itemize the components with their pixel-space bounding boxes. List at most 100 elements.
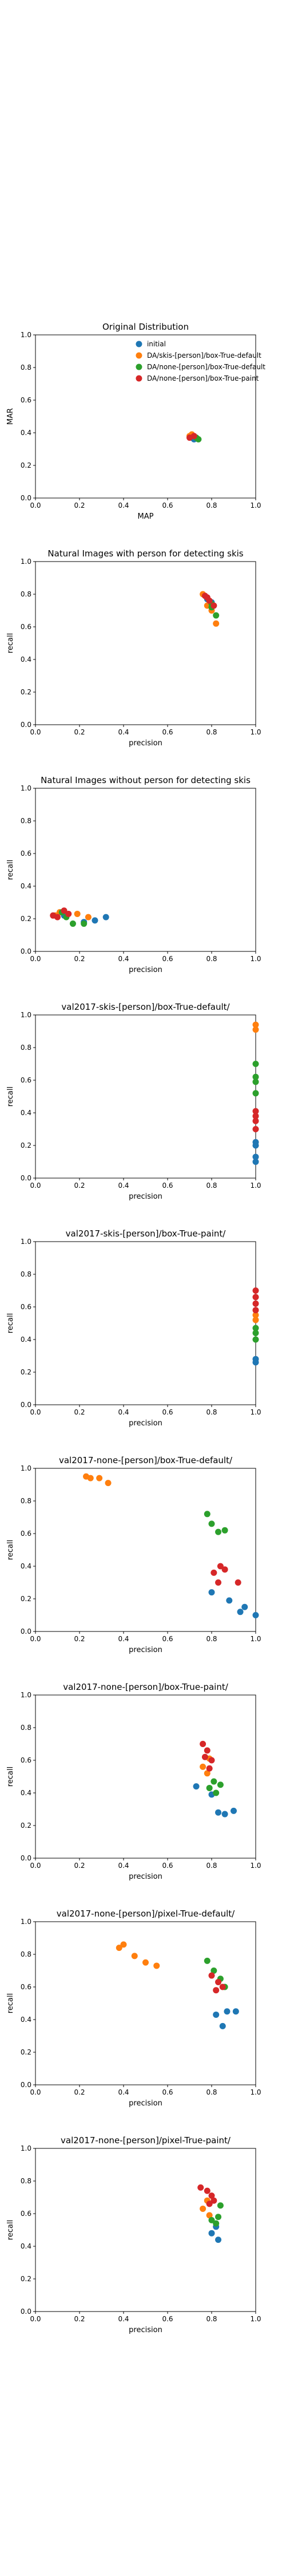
axes-frame (35, 1694, 256, 1859)
data-point (237, 1609, 244, 1615)
x-tick-label: 0.8 (206, 1182, 217, 1190)
data-point (252, 1090, 259, 1097)
chart-title: val2017-none-[person]/box-True-paint/ (63, 1682, 229, 1692)
data-point (219, 2022, 226, 2029)
y-tick-label: 1.0 (21, 331, 31, 339)
x-tick-label: 0.8 (206, 501, 217, 509)
data-point (213, 620, 220, 627)
y-tick-label: 0.0 (21, 1401, 31, 1409)
legend-entry: DA/none-[person]/box-True-paint (147, 374, 259, 382)
data-point (208, 1589, 215, 1596)
y-tick-label: 0.2 (21, 915, 31, 923)
y-tick-label: 1.0 (21, 1464, 31, 1472)
y-tick-label: 0.0 (21, 494, 31, 502)
chart-3: val2017-skis-[person]/box-True-default/0… (6, 1002, 261, 1201)
x-tick-label: 1.0 (250, 955, 261, 963)
x-tick-label: 0.6 (162, 728, 173, 736)
y-axis-label: recall (6, 1540, 15, 1560)
x-tick-label: 0.8 (206, 2088, 217, 2096)
data-point (74, 910, 81, 917)
x-tick-label: 0.8 (206, 1408, 217, 1416)
data-point (210, 1967, 217, 1974)
x-tick-label: 0.2 (74, 2315, 85, 2323)
data-point (206, 1765, 213, 1772)
data-point (252, 1139, 259, 1145)
x-tick-label: 1.0 (250, 1408, 261, 1416)
y-axis-label: recall (6, 1086, 15, 1107)
y-tick-label: 0.8 (21, 1270, 31, 1278)
x-axis-label: precision (129, 2326, 162, 2334)
data-point (252, 1026, 259, 1033)
data-point (200, 1763, 206, 1770)
x-tick-label: 0.2 (74, 955, 85, 963)
y-axis-label: recall (6, 2220, 15, 2240)
x-tick-label: 1.0 (250, 501, 261, 509)
x-tick-label: 0.2 (74, 728, 85, 736)
chart-title: Natural Images with person for detecting… (47, 548, 243, 559)
x-tick-label: 0.0 (30, 1862, 41, 1870)
y-tick-label: 0.8 (21, 817, 31, 825)
chart-1: Natural Images with person for detecting… (6, 548, 261, 748)
data-point (252, 1287, 259, 1294)
y-tick-label: 1.0 (21, 1918, 31, 1926)
y-tick-label: 0.8 (21, 364, 31, 372)
y-tick-label: 0.0 (21, 2081, 31, 2089)
data-point (213, 612, 220, 619)
data-point (235, 1579, 241, 1586)
chart-2: Natural Images without person for detect… (6, 775, 261, 974)
data-point (201, 1753, 208, 1760)
chart-6: val2017-none-[person]/box-True-paint/0.0… (6, 1682, 261, 1881)
y-tick-label: 0.0 (21, 947, 31, 955)
chart-7: val2017-none-[person]/pixel-True-default… (6, 1909, 261, 2108)
y-axis-label: recall (6, 1313, 15, 1333)
y-tick-label: 0.6 (21, 396, 31, 404)
data-point (252, 1073, 259, 1080)
data-point (102, 914, 109, 920)
y-tick-label: 1.0 (21, 1238, 31, 1246)
data-point (221, 1527, 228, 1534)
data-point (215, 1528, 222, 1535)
chart-title: Original Distribution (102, 322, 189, 332)
data-point (217, 1563, 224, 1570)
data-point (120, 1941, 127, 1948)
data-point (215, 1978, 222, 1985)
axes-frame (35, 788, 256, 952)
y-tick-label: 0.6 (21, 1756, 31, 1764)
x-tick-label: 0.4 (118, 1862, 129, 1870)
chart-title: val2017-none-[person]/pixel-True-default… (57, 1909, 235, 1919)
y-tick-label: 0.2 (21, 1595, 31, 1603)
x-tick-label: 0.2 (74, 1182, 85, 1190)
x-tick-label: 0.2 (74, 1408, 85, 1416)
y-tick-label: 0.4 (21, 1789, 31, 1797)
x-axis-label: precision (129, 1646, 162, 1654)
x-tick-label: 0.0 (30, 1408, 41, 1416)
x-tick-label: 0.8 (206, 1862, 217, 1870)
data-point (231, 1807, 237, 1814)
data-point (65, 910, 72, 917)
x-axis-label: precision (129, 1872, 162, 1881)
x-tick-label: 0.4 (118, 1182, 129, 1190)
data-point (208, 2217, 215, 2223)
y-tick-label: 0.6 (21, 1076, 31, 1084)
y-tick-label: 1.0 (21, 1691, 31, 1699)
data-point (204, 1957, 210, 1964)
x-tick-label: 0.4 (118, 728, 129, 736)
chart-title: val2017-skis-[person]/box-True-paint/ (66, 1228, 227, 1239)
y-tick-label: 0.4 (21, 655, 31, 663)
data-point (252, 1300, 259, 1307)
y-tick-label: 0.2 (21, 688, 31, 696)
chart-5: val2017-none-[person]/box-True-default/0… (6, 1455, 261, 1654)
data-point (252, 1294, 259, 1301)
x-tick-label: 0.8 (206, 955, 217, 963)
axes-frame (35, 1468, 256, 1632)
y-tick-label: 0.2 (21, 1822, 31, 1830)
axes-frame (35, 2148, 256, 2312)
data-point (215, 2214, 222, 2221)
chart-0: Original Distribution 0.0 0.2 0.4 0.6 0.8 1.0 0… (6, 322, 265, 521)
legend-marker (136, 352, 142, 359)
y-axis-label: recall (6, 1993, 15, 2013)
x-axis-label: precision (129, 739, 162, 748)
x-tick-label: 1.0 (250, 1862, 261, 1870)
x-tick-label: 0.0 (30, 501, 41, 509)
legend-marker (136, 364, 142, 370)
